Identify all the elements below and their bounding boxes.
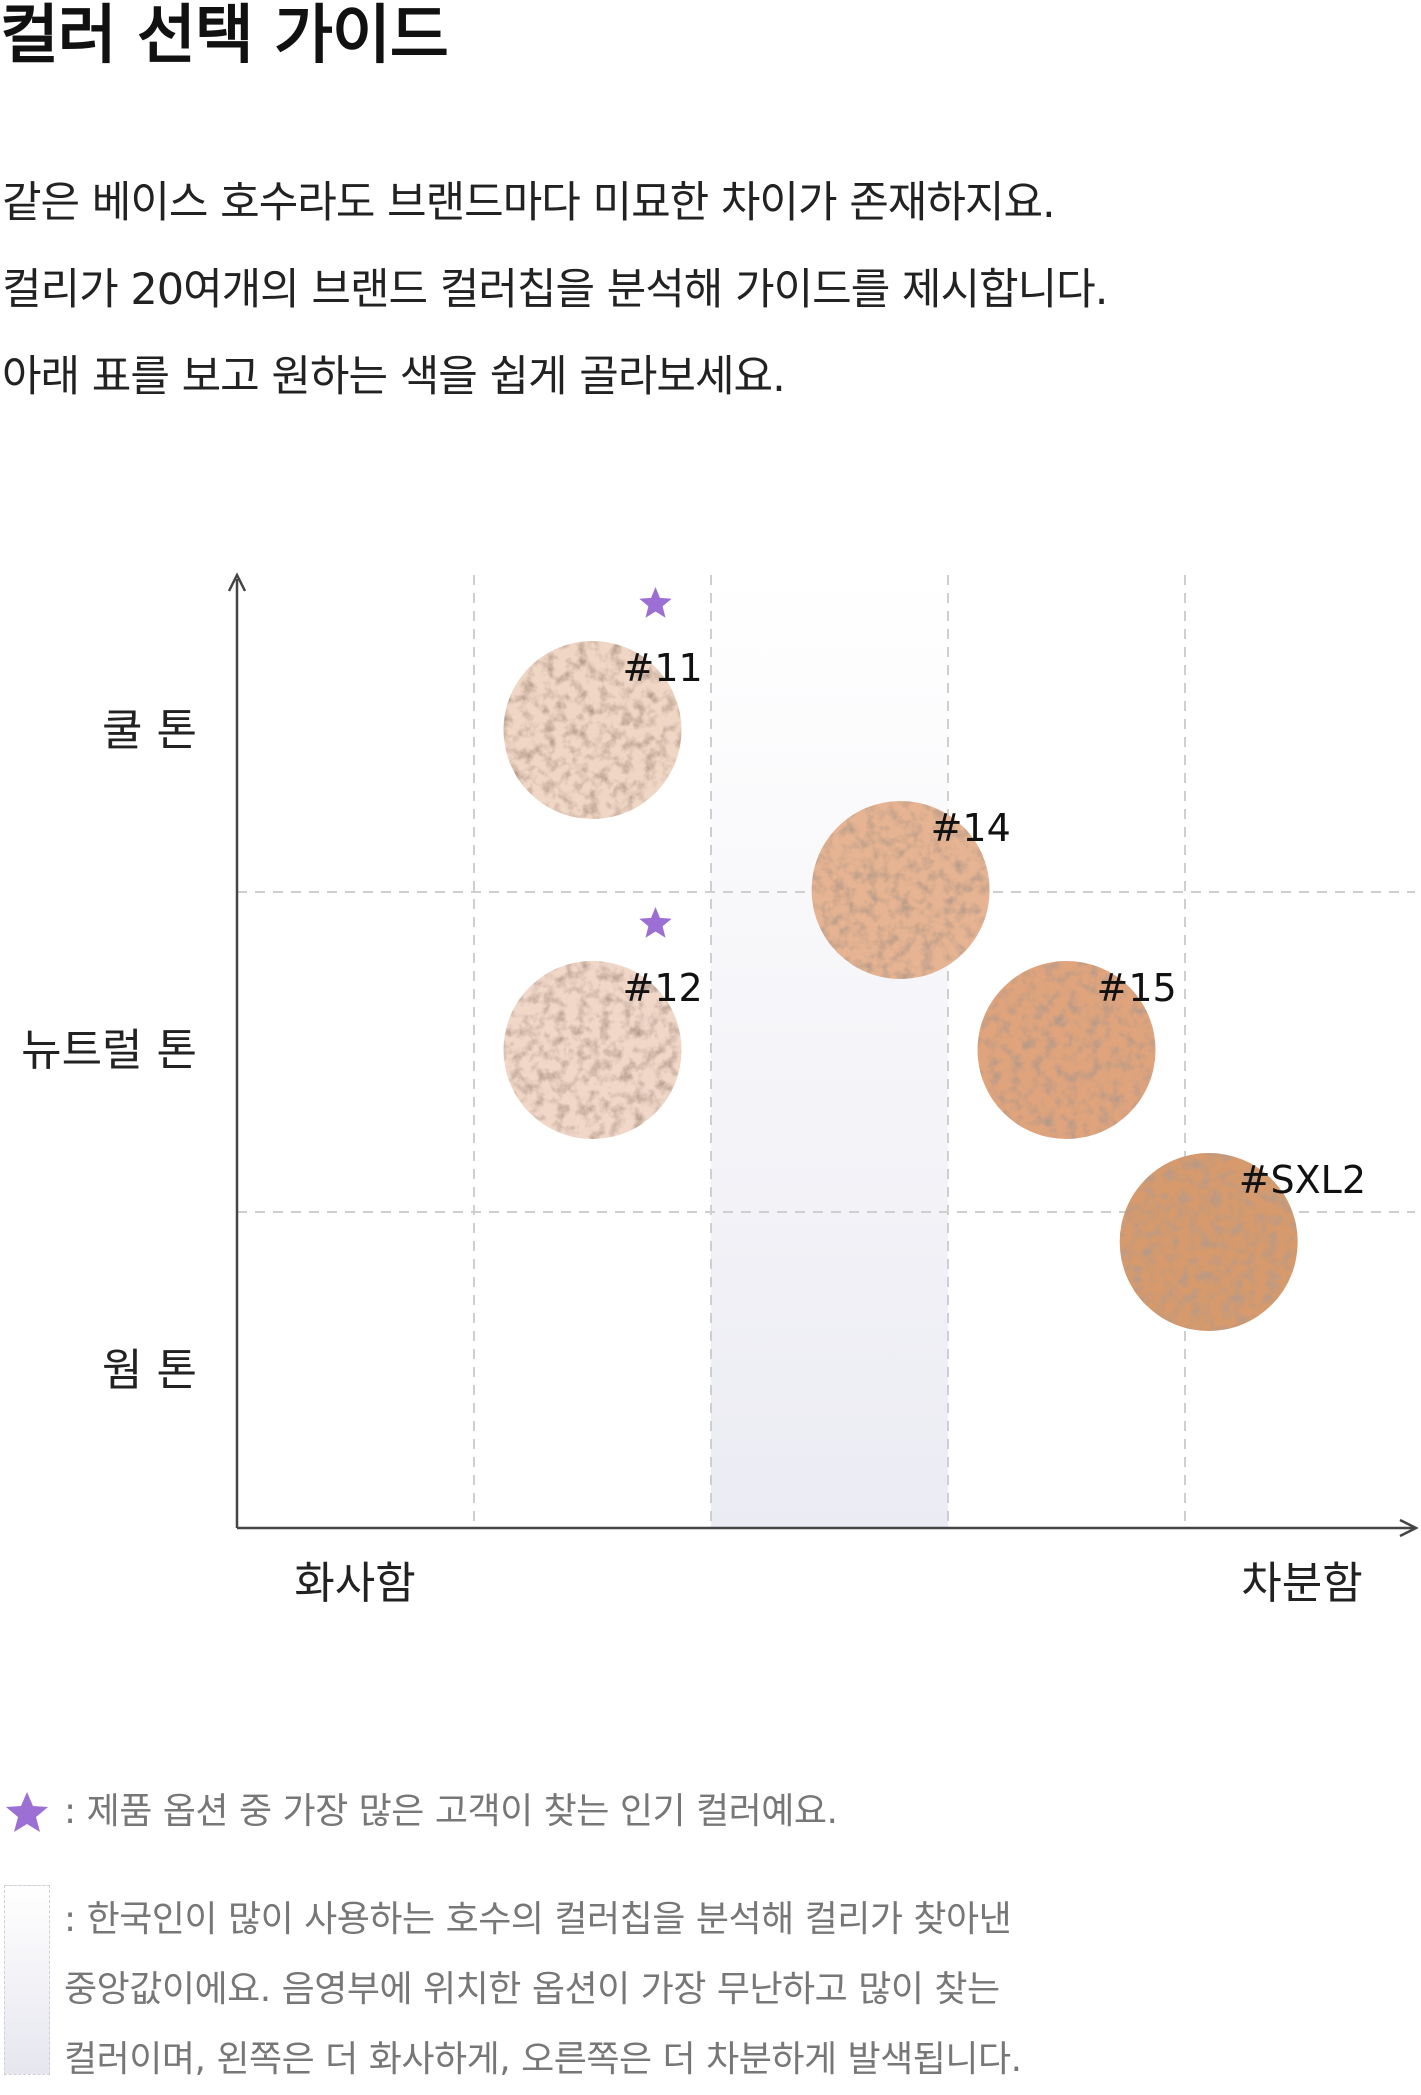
axes: [227, 572, 1419, 1538]
y-axis-label: 뉴트럴 톤: [21, 1025, 197, 1076]
x-axis-arrow-icon: [1399, 1518, 1419, 1538]
powder-swatch: [977, 961, 1156, 1139]
color-chip: #11: [503, 587, 703, 819]
legend-band-line: : 한국인이 많이 사용하는 호수의 컬러칩을 분석해 컬리가 찾아낸: [64, 1899, 1012, 1940]
x-axis-label: 화사함: [294, 1558, 415, 1609]
legend-band-text: : 한국인이 많이 사용하는 호수의 컬러칩을 분석해 컬리가 찾아낸 중앙값이…: [64, 1885, 1022, 2095]
star-icon: [639, 907, 672, 938]
intro-line: 같은 베이스 호수라도 브랜드마다 미묘한 차이가 존재하지요.: [2, 178, 1056, 228]
star-icon: [6, 1792, 48, 1832]
color-chip: #12: [503, 907, 703, 1139]
intro-line: 아래 표를 보고 원하는 색을 쉽게 골라보세요.: [2, 352, 786, 402]
band-swatch: [4, 1885, 50, 2075]
x-axis-label: 차분함: [1241, 1558, 1362, 1609]
chip-label: #SXL2: [1239, 1158, 1366, 1202]
star-icon: [639, 587, 672, 618]
chip-label: #14: [931, 806, 1011, 850]
legend-band-line: 컬러이며, 왼쪽은 더 화사하게, 오른쪽은 더 차분하게 발색됩니다.: [64, 2039, 1022, 2080]
chip-label: #15: [1097, 966, 1177, 1010]
powder-swatch: [503, 641, 682, 819]
color-chip: #15: [977, 961, 1177, 1139]
color-chip: #14: [811, 801, 1011, 979]
powder-swatch: [1119, 1153, 1298, 1331]
intro-text: 같은 베이스 호수라도 브랜드마다 미묘한 차이가 존재하지요. 컬리가 20여…: [2, 160, 1108, 421]
legend-band-line: 중앙값이에요. 음영부에 위치한 옵션이 가장 무난하고 많이 찾는: [64, 1969, 1000, 2010]
color-points: #11 #12 #14 #15 #SXL2: [503, 587, 1366, 1331]
page-title: 컬러 선택 가이드: [0, 0, 449, 73]
y-axis-arrow-icon: [227, 572, 247, 592]
intro-line: 컬리가 20여개의 브랜드 컬러칩을 분석해 가이드를 제시합니다.: [2, 265, 1108, 315]
color-chip: #SXL2: [1119, 1153, 1366, 1331]
powder-swatch: [811, 801, 990, 979]
median-band: [711, 575, 948, 1528]
y-axis-label: 웜 톤: [102, 1345, 197, 1396]
powder-swatch: [503, 961, 682, 1139]
legend-popular-text: : 제품 옵션 중 가장 많은 고객이 찾는 인기 컬러예요.: [64, 1791, 838, 1832]
chip-label: #11: [623, 646, 703, 690]
y-axis-label: 쿨 톤: [102, 705, 197, 756]
chip-label: #12: [623, 966, 703, 1010]
x-axis-labels: 화사함 차분함: [294, 1558, 1362, 1609]
